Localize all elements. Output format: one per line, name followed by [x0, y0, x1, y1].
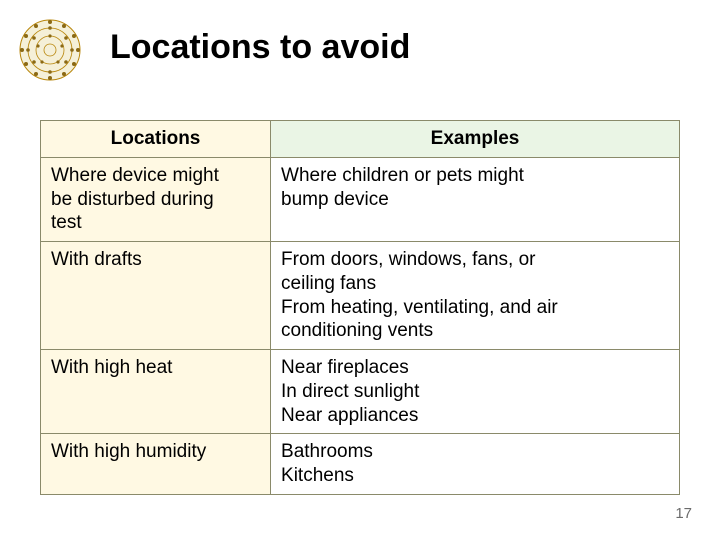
table-row: With drafts From doors, windows, fans, o…	[41, 242, 680, 350]
cell-text: bump device	[281, 188, 669, 212]
cell-text: ceiling fans	[281, 272, 669, 296]
table-row: Where device might be disturbed during t…	[41, 157, 680, 241]
cell-location: With high heat	[41, 350, 271, 434]
cell-text: From heating, ventilating, and air	[281, 296, 669, 320]
logo-radial-icon	[18, 18, 82, 82]
page-number: 17	[675, 505, 692, 522]
cell-text: With drafts	[51, 248, 260, 272]
cell-text: be disturbed during	[51, 188, 260, 212]
table-row: With high heat Near fireplaces In direct…	[41, 350, 680, 434]
cell-examples: From doors, windows, fans, or ceiling fa…	[271, 242, 680, 350]
column-header-locations: Locations	[41, 121, 271, 158]
cell-examples: Bathrooms Kitchens	[271, 434, 680, 495]
cell-text: Kitchens	[281, 464, 669, 488]
cell-text: From doors, windows, fans, or	[281, 248, 669, 272]
column-header-examples: Examples	[271, 121, 680, 158]
cell-text: Where device might	[51, 164, 260, 188]
cell-text: With high humidity	[51, 440, 260, 464]
cell-examples: Near fireplaces In direct sunlight Near …	[271, 350, 680, 434]
cell-text: test	[51, 211, 260, 235]
cell-text: Near fireplaces	[281, 356, 669, 380]
cell-location: With high humidity	[41, 434, 271, 495]
cell-text: In direct sunlight	[281, 380, 669, 404]
page-title: Locations to avoid	[110, 28, 410, 67]
cell-text: With high heat	[51, 356, 260, 380]
cell-text: conditioning vents	[281, 319, 669, 343]
cell-location: Where device might be disturbed during t…	[41, 157, 271, 241]
cell-text: Bathrooms	[281, 440, 669, 464]
locations-table: Locations Examples Where device might be…	[40, 120, 680, 495]
cell-location: With drafts	[41, 242, 271, 350]
cell-text: Where children or pets might	[281, 164, 669, 188]
table-row: With high humidity Bathrooms Kitchens	[41, 434, 680, 495]
cell-examples: Where children or pets might bump device	[271, 157, 680, 241]
table-header-row: Locations Examples	[41, 121, 680, 158]
cell-text: Near appliances	[281, 404, 669, 428]
